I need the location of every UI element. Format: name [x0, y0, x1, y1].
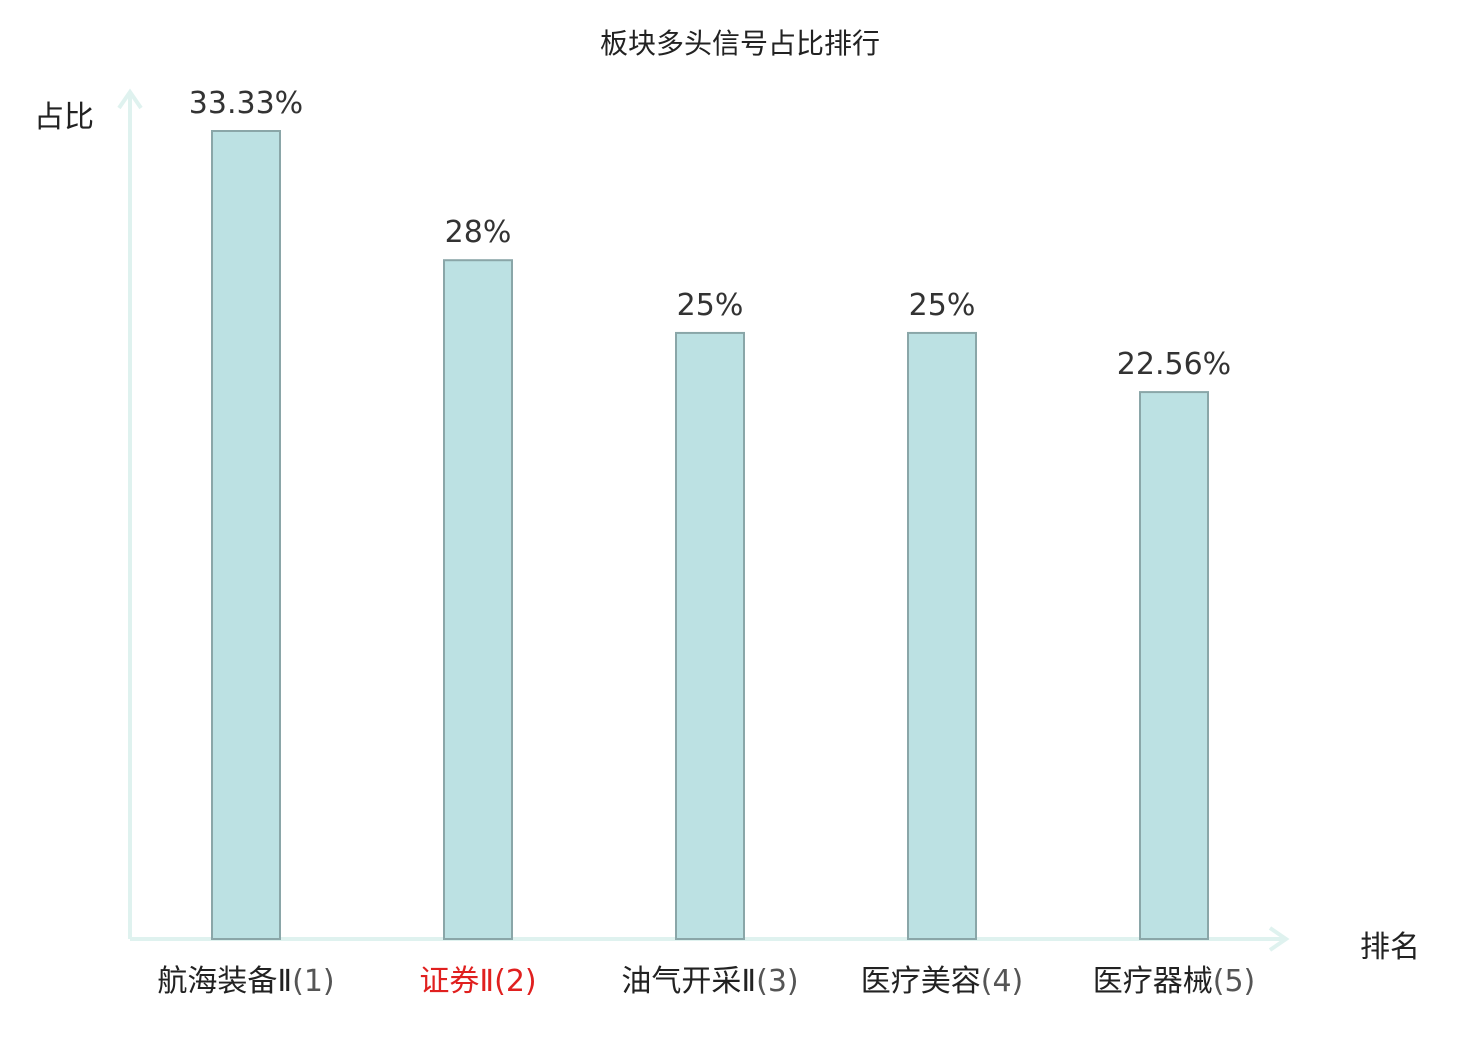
category-rank: (4): [980, 964, 1024, 999]
category-label-4: 医疗美容(4): [832, 965, 1052, 999]
value-label-4: 25%: [909, 288, 976, 323]
category-rank: (2): [494, 964, 537, 999]
bar-1: [211, 130, 281, 940]
value-label-2: 28%: [445, 215, 512, 250]
x-axis-arrow: [1268, 926, 1290, 952]
bar-5: [1139, 391, 1209, 941]
bar-2: [443, 259, 513, 941]
category-label-2: 证券Ⅱ(2): [368, 965, 588, 999]
category-name: 医疗美容: [860, 964, 981, 999]
category-name: 油气开采Ⅱ: [621, 964, 757, 999]
y-axis-label: 占比: [34, 100, 94, 135]
category-label-3: 油气开采Ⅱ(3): [600, 965, 820, 999]
bar-4: [907, 331, 977, 940]
bar-3: [675, 331, 745, 940]
category-rank: (5): [1212, 964, 1256, 999]
value-label-5: 22.56%: [1117, 347, 1231, 382]
category-rank: (3): [756, 964, 799, 999]
category-name: 证券Ⅱ: [419, 964, 495, 999]
category-name: 航海装备Ⅱ: [157, 964, 293, 999]
x-axis-label: 排名: [1360, 930, 1420, 965]
category-label-5: 医疗器械(5): [1064, 965, 1284, 999]
category-rank: (1): [292, 964, 335, 999]
category-name: 医疗器械: [1092, 964, 1213, 999]
value-label-1: 33.33%: [189, 86, 303, 121]
category-label-1: 航海装备Ⅱ(1): [136, 965, 356, 999]
y-axis-arrow: [117, 88, 143, 110]
value-label-3: 25%: [677, 288, 744, 323]
value-labels: 33.33% 28% 25% 25% 22.56%: [189, 86, 1231, 382]
chart-title: 板块多头信号占比排行: [599, 27, 880, 60]
bars: [211, 130, 1209, 941]
